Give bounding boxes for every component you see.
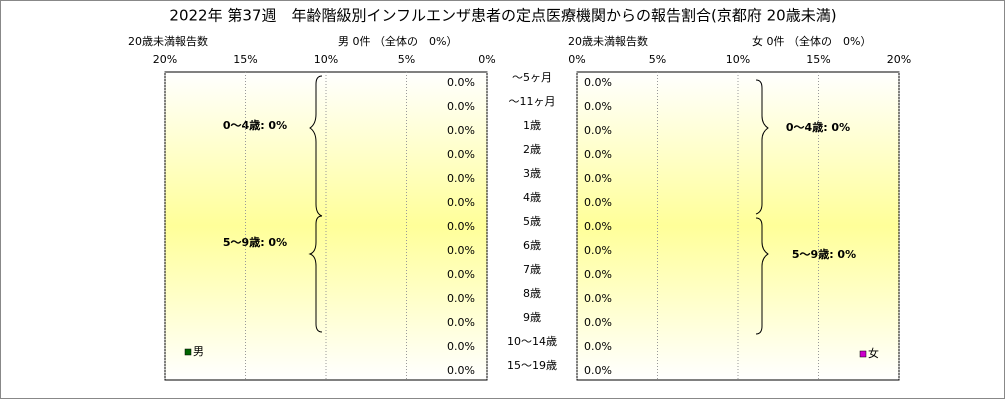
- value-label: 0.0%: [447, 268, 475, 281]
- legend-label: 女: [868, 346, 879, 360]
- x-tick-label: 0%: [568, 53, 585, 66]
- category-label: 1歳: [523, 119, 541, 132]
- x-tick-label: 5%: [398, 53, 415, 66]
- value-label: 0.0%: [447, 100, 475, 113]
- brace: [308, 75, 323, 333]
- value-label: 0.0%: [447, 172, 475, 185]
- group-label: 0～4歳: 0%: [223, 118, 287, 132]
- value-label: 0.0%: [447, 196, 475, 209]
- value-label: 0.0%: [584, 148, 612, 161]
- value-label: 0.0%: [584, 172, 612, 185]
- value-label: 0.0%: [447, 220, 475, 233]
- value-label: 0.0%: [584, 76, 612, 89]
- group-label: 5～9歳: 0%: [223, 235, 287, 249]
- x-tick-label: 20%: [153, 53, 177, 66]
- category-label: 7歳: [523, 263, 541, 276]
- x-tick-label: 15%: [233, 53, 257, 66]
- value-label: 0.0%: [447, 292, 475, 305]
- x-tick-label: 20%: [887, 53, 911, 66]
- value-label: 0.0%: [584, 268, 612, 281]
- value-label: 0.0%: [584, 196, 612, 209]
- x-tick-label: 5%: [649, 53, 666, 66]
- count-label: 20歳未満報告数: [568, 35, 648, 48]
- value-label: 0.0%: [447, 364, 475, 377]
- count-label: 20歳未満報告数: [128, 35, 208, 48]
- value-label: 0.0%: [584, 124, 612, 137]
- chart-title: 2022年 第37週 年齢階級別インフルエンザ患者の定点医療機関からの報告割合(…: [169, 7, 836, 25]
- category-label: 10～14歳: [507, 335, 557, 348]
- category-label: ～5ヶ月: [512, 71, 552, 84]
- legend-swatch: [184, 348, 192, 356]
- legend-label: 男: [193, 345, 204, 358]
- value-label: 0.0%: [447, 316, 475, 329]
- value-label: 0.0%: [584, 244, 612, 257]
- value-label: 0.0%: [447, 244, 475, 257]
- category-label: 9歳: [523, 311, 541, 324]
- female-summary: 女 0件 （全体の 0%）: [752, 34, 871, 48]
- group-label: 5～9歳: 0%: [792, 247, 856, 261]
- category-label: ～11ヶ月: [509, 95, 556, 108]
- x-tick-label: 15%: [806, 53, 830, 66]
- category-label: 6歳: [523, 239, 541, 252]
- value-label: 0.0%: [447, 340, 475, 353]
- category-label: 15～19歳: [507, 359, 557, 372]
- legend-swatch: [859, 350, 867, 358]
- value-label: 0.0%: [584, 220, 612, 233]
- category-label: 2歳: [523, 143, 541, 156]
- value-label: 0.0%: [584, 100, 612, 113]
- brace: [755, 79, 769, 335]
- male-summary: 男 0件 （全体の 0%）: [338, 34, 457, 48]
- x-tick-label: 10%: [314, 53, 338, 66]
- category-label: 4歳: [523, 191, 541, 204]
- value-label: 0.0%: [447, 124, 475, 137]
- value-label: 0.0%: [447, 76, 475, 89]
- category-label: 3歳: [523, 167, 541, 180]
- x-tick-label: 0%: [478, 53, 495, 66]
- value-label: 0.0%: [584, 316, 612, 329]
- value-label: 0.0%: [584, 292, 612, 305]
- value-label: 0.0%: [584, 340, 612, 353]
- value-label: 0.0%: [584, 364, 612, 377]
- x-tick-label: 10%: [726, 53, 750, 66]
- value-label: 0.0%: [447, 148, 475, 161]
- category-label: 5歳: [523, 215, 541, 228]
- category-label: 8歳: [523, 287, 541, 300]
